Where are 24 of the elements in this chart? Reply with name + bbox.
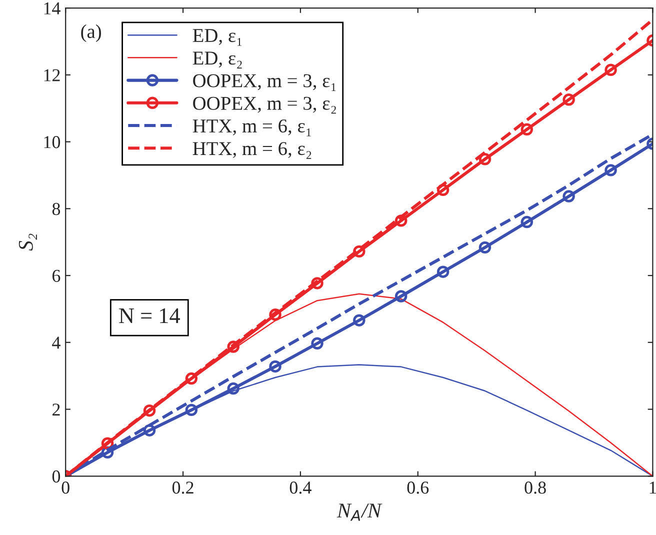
x-tick-label: 1 [650,482,656,494]
x-tick-label: 0.8 [524,482,546,494]
legend-label: ED, ε₁ [192,29,242,46]
y-tick-label: 0 [52,470,60,483]
legend-label: OOPEX, m = 3, ε₁ [193,74,336,91]
legend-label: OOPEX, m = 3, ε₂ [193,96,336,114]
y-tick-label: 12 [44,69,60,82]
y-tick-label: 4 [52,336,60,349]
legend-label: HTX, m = 6, ε₂ [192,142,312,159]
legend-label: HTX, m = 6, ε₁ [192,119,311,136]
y-axis-title: S₂ [18,234,37,251]
x-tick-label: 0.6 [407,482,429,494]
legend-label: ED, ε₂ [192,52,242,68]
y-tick-label: 14 [44,2,60,14]
y-tick-label: 10 [44,136,60,148]
x-axis-title: N$_{A}$/N [336,504,382,521]
x-tick-label: 0 [62,482,70,494]
y-tick-label: 2 [52,404,60,416]
annotation: N = 14 [119,308,180,324]
x-tick-label: 0.4 [290,482,312,494]
x-tick-label: 0.2 [172,482,194,494]
y-tick-label: 8 [52,202,60,216]
annotation: (a) [81,24,102,42]
y-tick-label: 6 [52,270,60,282]
